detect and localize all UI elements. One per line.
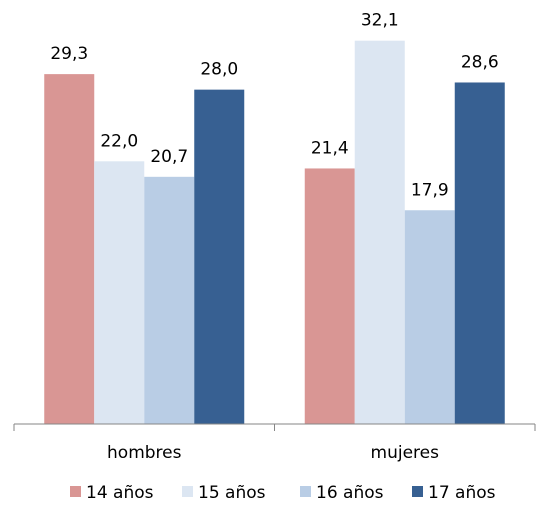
value-label: 29,3 [50, 44, 88, 64]
bar-mujeres-15-años [354, 40, 405, 425]
x-axis [13, 423, 536, 431]
legend-swatch [182, 486, 193, 497]
value-labels-group: 29,3 22,0 20,7 28,0 21,4 32,1 17,9 28,6 [50, 11, 498, 201]
legend: 14 años 15 años 16 años 17 años [70, 483, 496, 503]
legend-label: 14 años [86, 483, 154, 503]
bar-hombres-16-años [144, 176, 195, 424]
bar-hombres-15-años [94, 161, 145, 424]
value-label: 28,0 [200, 60, 238, 80]
legend-label: 17 años [428, 483, 496, 503]
value-label: 21,4 [311, 138, 349, 158]
category-labels-group: hombres mujeres [107, 443, 439, 463]
value-label: 20,7 [150, 147, 188, 167]
legend-swatch [300, 486, 311, 497]
value-label: 22,0 [100, 131, 138, 151]
bars-group [44, 40, 505, 425]
bar-mujeres-16-años [404, 210, 455, 424]
bar-hombres-17-años [194, 89, 245, 424]
legend-swatch [412, 486, 423, 497]
bar-mujeres-17-años [454, 82, 505, 424]
value-label: 17,9 [411, 180, 449, 200]
bar-hombres-14-años [44, 74, 95, 424]
category-label: hombres [107, 443, 182, 463]
legend-label: 15 años [198, 483, 266, 503]
value-label: 28,6 [461, 52, 499, 72]
legend-label: 16 años [316, 483, 384, 503]
legend-swatch [70, 486, 81, 497]
category-label: mujeres [371, 443, 440, 463]
value-label: 32,1 [361, 11, 399, 31]
bar-mujeres-14-años [304, 168, 355, 424]
